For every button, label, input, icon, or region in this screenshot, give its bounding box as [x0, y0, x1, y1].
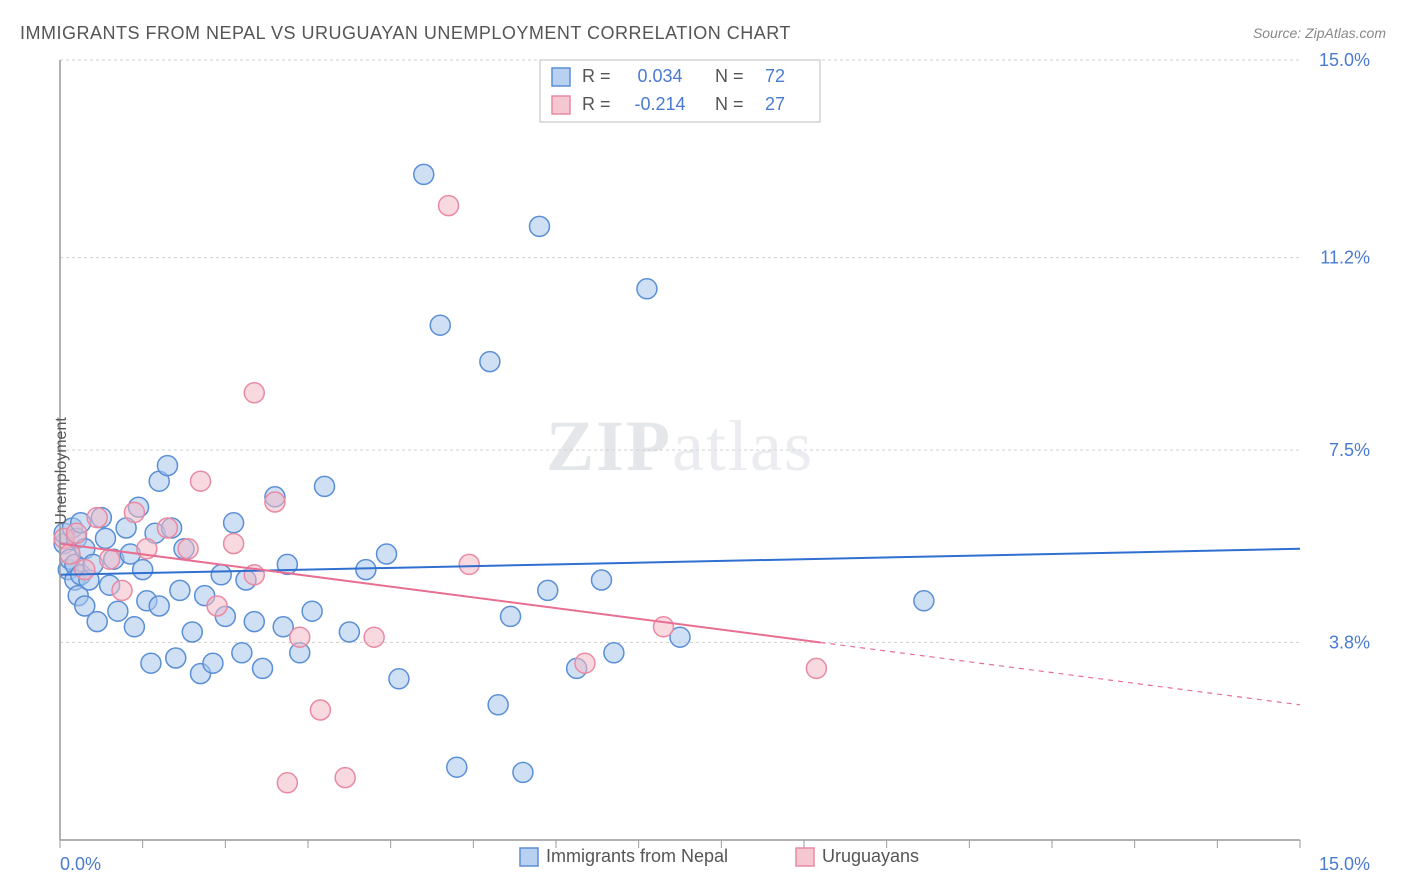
data-point-nepal	[133, 560, 153, 580]
data-point-uruguay	[67, 523, 87, 543]
stats-r-label: R =	[582, 66, 611, 86]
stats-swatch-nepal	[552, 68, 570, 86]
data-point-nepal	[488, 695, 508, 715]
y-tick-label: 3.8%	[1329, 632, 1370, 652]
data-point-nepal	[914, 591, 934, 611]
y-tick-label: 7.5%	[1329, 440, 1370, 460]
data-point-uruguay	[207, 596, 227, 616]
data-point-nepal	[124, 617, 144, 637]
data-point-nepal	[182, 622, 202, 642]
data-point-nepal	[538, 580, 558, 600]
data-point-nepal	[637, 279, 657, 299]
data-point-uruguay	[87, 508, 107, 528]
data-point-uruguay	[653, 617, 673, 637]
data-point-nepal	[203, 653, 223, 673]
data-point-nepal	[414, 164, 434, 184]
data-point-nepal	[108, 601, 128, 621]
data-point-nepal	[339, 622, 359, 642]
data-point-uruguay	[575, 653, 595, 673]
stats-n-label: N =	[715, 66, 744, 86]
data-point-nepal	[170, 580, 190, 600]
data-point-nepal	[529, 216, 549, 236]
scatter-chart: 3.8% 7.5% 11.2% 15.0% ZIPatlas 0.0% 15.0% R = 0.…	[0, 50, 1406, 892]
watermark: ZIPatlas	[546, 406, 814, 486]
data-point-nepal	[166, 648, 186, 668]
data-point-nepal	[244, 612, 264, 632]
data-point-nepal	[480, 352, 500, 372]
data-point-uruguay	[459, 554, 479, 574]
data-point-uruguay	[157, 518, 177, 538]
data-point-nepal	[315, 476, 335, 496]
stats-n-value-uruguay: 27	[765, 94, 785, 114]
data-point-nepal	[501, 606, 521, 626]
data-point-nepal	[141, 653, 161, 673]
stats-n-label: N =	[715, 94, 744, 114]
chart-title: IMMIGRANTS FROM NEPAL VS URUGUAYAN UNEMP…	[20, 23, 791, 44]
y-tick-label: 15.0%	[1319, 50, 1370, 70]
data-point-nepal	[95, 528, 115, 548]
y-tick-label: 11.2%	[1320, 248, 1370, 268]
data-point-uruguay	[75, 560, 95, 580]
legend-swatch-uruguay	[796, 848, 814, 866]
source-prefix: Source:	[1253, 25, 1305, 41]
data-point-nepal	[430, 315, 450, 335]
data-point-nepal	[356, 560, 376, 580]
data-point-uruguay	[112, 580, 132, 600]
x-min-label: 0.0%	[60, 854, 101, 874]
chart-container: Unemployment 3.8% 7.5% 11.2% 15.0% ZIPatlas 0…	[0, 50, 1406, 892]
data-point-uruguay	[310, 700, 330, 720]
data-point-nepal	[87, 612, 107, 632]
stats-swatch-uruguay	[552, 96, 570, 114]
data-point-nepal	[604, 643, 624, 663]
data-point-nepal	[513, 762, 533, 782]
data-point-uruguay	[265, 492, 285, 512]
data-point-nepal	[377, 544, 397, 564]
data-point-uruguay	[244, 383, 264, 403]
data-point-nepal	[389, 669, 409, 689]
data-point-nepal	[232, 643, 252, 663]
data-point-uruguay	[806, 658, 826, 678]
data-point-uruguay	[364, 627, 384, 647]
stats-r-value-uruguay: -0.214	[634, 94, 685, 114]
data-point-nepal	[591, 570, 611, 590]
data-point-nepal	[302, 601, 322, 621]
data-point-nepal	[211, 565, 231, 585]
legend-label-nepal: Immigrants from Nepal	[546, 846, 728, 866]
data-point-uruguay	[191, 471, 211, 491]
data-point-nepal	[157, 456, 177, 476]
x-max-label: 15.0%	[1319, 854, 1370, 874]
data-point-uruguay	[124, 502, 144, 522]
data-point-uruguay	[277, 773, 297, 793]
stats-r-value-nepal: 0.034	[637, 66, 682, 86]
data-point-uruguay	[224, 534, 244, 554]
stats-n-value-nepal: 72	[765, 66, 785, 86]
chart-source: Source: ZipAtlas.com	[1253, 25, 1386, 41]
data-point-uruguay	[290, 627, 310, 647]
legend-label-uruguay: Uruguayans	[822, 846, 919, 866]
data-point-uruguay	[178, 539, 198, 559]
data-point-uruguay	[60, 544, 80, 564]
legend-swatch-nepal	[520, 848, 538, 866]
data-point-uruguay	[335, 768, 355, 788]
data-point-nepal	[447, 757, 467, 777]
source-link[interactable]: ZipAtlas.com	[1305, 25, 1386, 41]
data-point-uruguay	[439, 196, 459, 216]
y-axis-label: Unemployment	[53, 417, 71, 525]
stats-r-label: R =	[582, 94, 611, 114]
data-point-uruguay	[100, 549, 120, 569]
data-point-nepal	[253, 658, 273, 678]
data-point-nepal	[224, 513, 244, 533]
data-point-nepal	[149, 596, 169, 616]
